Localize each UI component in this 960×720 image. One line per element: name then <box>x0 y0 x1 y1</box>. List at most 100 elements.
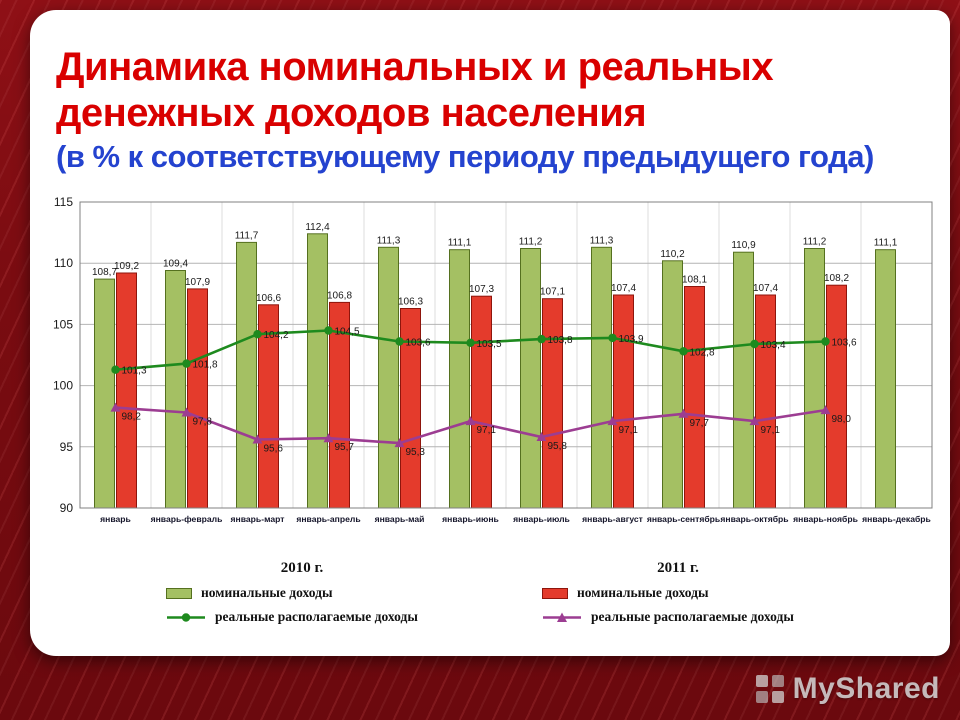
bar-value-label: 111,3 <box>377 235 401 246</box>
nominal-income-2010-bar <box>307 233 328 509</box>
legend-line-sample <box>167 612 205 622</box>
red-bar-swatch <box>542 587 568 599</box>
page-subtitle: (в % к соответствующему периоду предыдущ… <box>56 138 874 174</box>
green-line-swatch <box>166 611 206 624</box>
nominal-income-2011-bar <box>116 272 137 509</box>
y-tick-label: 95 <box>60 440 74 454</box>
triangle-marker <box>536 432 547 441</box>
purple-line-swatch <box>542 611 582 624</box>
line-value-label: 102,8 <box>690 347 715 358</box>
circle-marker <box>537 334 546 344</box>
line-value-label: 97,1 <box>619 425 639 436</box>
x-category-label: январь <box>100 514 131 524</box>
y-tick-label: 110 <box>54 256 73 270</box>
bar-value-label: 108,1 <box>682 275 707 286</box>
bar-value-label: 107,4 <box>611 283 636 294</box>
legend-header-2011: 2011 г. <box>657 560 699 576</box>
nominal-income-2010-bar <box>94 278 115 509</box>
bar-value-label: 107,1 <box>540 287 565 298</box>
line-value-label: 98,2 <box>122 412 142 423</box>
x-category-label: январь-сентябрь <box>647 514 720 524</box>
y-tick-label: 105 <box>53 317 73 331</box>
nominal-income-2010-bar <box>236 241 257 509</box>
bar-value-label: 108,7 <box>92 267 117 278</box>
bar-value-label: 111,1 <box>448 238 472 249</box>
triangle-marker <box>394 438 405 448</box>
circle-marker <box>395 337 404 346</box>
line-value-label: 97,1 <box>761 425 781 436</box>
legend-line-sample <box>543 612 581 622</box>
nominal-income-2010-bar <box>591 246 612 509</box>
line-value-label: 98,0 <box>832 414 852 425</box>
nominal-income-2010-bar <box>449 249 470 509</box>
line-value-label: 97,8 <box>193 417 213 428</box>
chart-svg: 90 95 100 105 110 115 108,7 109,4 111,7 112,4 111,… <box>53 195 933 524</box>
nominal-income-2011-bar <box>755 294 776 509</box>
circle-marker <box>253 330 262 339</box>
triangle-marker <box>252 434 263 444</box>
line-value-label: 101,8 <box>193 360 218 371</box>
line-value-label: 95,3 <box>406 447 426 458</box>
x-category-label: январь-февраль <box>151 514 223 524</box>
nominal-income-2010-bar <box>165 270 186 509</box>
x-category-label: январь-ноябрь <box>793 514 858 524</box>
legend-label: реальные располагаемые доходы <box>591 609 794 624</box>
line-value-label: 103,6 <box>832 338 857 349</box>
y-tick-label: 115 <box>54 195 73 209</box>
line-value-label: 95,8 <box>548 441 568 452</box>
bar-value-label: 111,3 <box>590 235 614 246</box>
circle-marker <box>821 337 830 346</box>
line-value-label: 103,6 <box>406 338 431 349</box>
line-value-label: 104,5 <box>335 327 360 338</box>
legend-label: номинальные доходы <box>201 585 333 600</box>
line-value-label: 103,8 <box>548 335 573 346</box>
bar-value-label: 111,1 <box>874 238 898 249</box>
circle-marker <box>750 339 759 349</box>
x-category-label: январь-май <box>375 514 425 524</box>
income-dynamics-chart: 90 95 100 105 110 115 108,7 109,4 111,7 112,4 111,… <box>36 190 946 532</box>
bar-value-label: 107,4 <box>753 283 778 294</box>
legend-column-2011: 2011 г. номинальные доходы реальные расп… <box>508 560 848 625</box>
circle-marker <box>608 333 617 343</box>
y-tick-label: 90 <box>60 501 74 515</box>
line-value-label: 103,4 <box>761 340 786 351</box>
page-title-line2: денежных доходов населения <box>56 91 647 136</box>
watermark-text: MyShared <box>792 672 940 705</box>
legend-item-nominal-2010: номинальные доходы <box>166 585 472 601</box>
green-bar-swatch <box>166 587 192 599</box>
line-value-label: 104,2 <box>264 330 289 341</box>
nominal-income-2011-bar <box>684 286 705 509</box>
bar-value-label: 111,2 <box>803 237 827 248</box>
myshared-watermark: MyShared <box>755 672 940 706</box>
bar-value-label: 106,3 <box>398 297 423 308</box>
content-panel: Динамика номинальных и реальных денежных… <box>30 10 950 656</box>
nominal-income-2011-bar <box>613 294 634 509</box>
line-value-label: 97,1 <box>477 425 497 436</box>
line-value-label: 103,9 <box>619 334 644 345</box>
triangle-marker <box>678 408 689 418</box>
legend-label: номинальные доходы <box>577 585 709 600</box>
x-category-label: январь-июнь <box>442 514 499 524</box>
myshared-logo-icon <box>755 675 784 703</box>
line-value-label: 103,5 <box>477 339 502 350</box>
chart-legend: 2010 г. номинальные доходы реальные расп… <box>30 560 950 625</box>
bar-value-label: 108,2 <box>824 273 849 284</box>
x-category-label: январь-март <box>231 514 285 524</box>
x-category-label: январь-июль <box>513 514 570 524</box>
legend-column-2010: 2010 г. номинальные доходы реальные расп… <box>132 560 472 625</box>
bar-value-label: 110,9 <box>731 240 756 251</box>
triangle-marker <box>181 407 192 417</box>
legend-item-real-2011: реальные располагаемые доходы <box>542 609 848 625</box>
nominal-income-2011-bar <box>542 298 563 509</box>
circle-marker <box>466 338 475 347</box>
nominal-income-2010-bar <box>378 246 399 509</box>
x-category-label: январь-декабрь <box>862 514 931 524</box>
circle-marker <box>324 326 333 335</box>
triangle-marker <box>465 416 476 426</box>
line-value-label: 95,6 <box>264 444 284 455</box>
triangle-marker <box>110 402 121 412</box>
legend-header-2010: 2010 г. <box>280 560 324 576</box>
nominal-income-2011-bar <box>187 288 208 509</box>
bar-value-label: 109,2 <box>114 261 139 272</box>
